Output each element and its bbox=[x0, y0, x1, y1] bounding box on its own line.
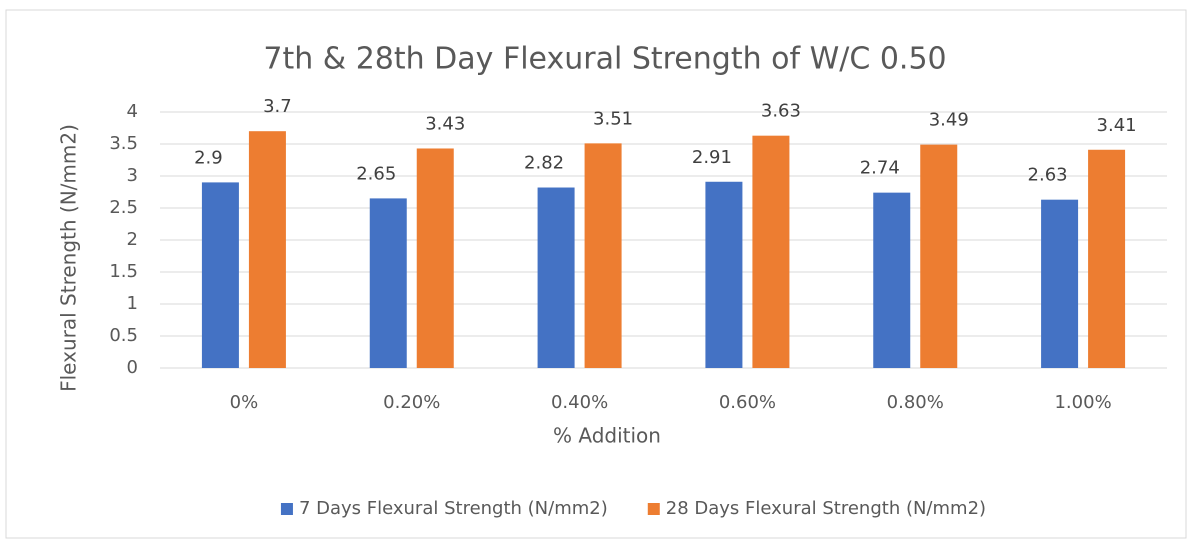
value-label: 3.63 bbox=[761, 101, 801, 122]
y-tick-label: 2 bbox=[127, 229, 138, 250]
value-label: 3.51 bbox=[593, 108, 633, 129]
value-label: 2.65 bbox=[356, 163, 396, 184]
bar bbox=[584, 143, 622, 368]
value-label: 3.7 bbox=[263, 96, 292, 117]
bar bbox=[369, 198, 407, 368]
value-label: 3.43 bbox=[425, 113, 465, 134]
bar bbox=[873, 192, 911, 368]
value-label: 2.63 bbox=[1028, 165, 1068, 186]
y-axis-title: Flexural Strength (N/mm2) bbox=[57, 124, 81, 392]
legend-swatch bbox=[647, 503, 660, 515]
y-tick-label: 0 bbox=[127, 357, 138, 378]
value-label: 3.49 bbox=[929, 110, 969, 131]
x-tick-label: 0% bbox=[230, 392, 259, 413]
value-label: 2.9 bbox=[194, 147, 223, 168]
y-tick-label: 1 bbox=[127, 293, 138, 314]
bar bbox=[705, 181, 743, 368]
y-tick-label: 0.5 bbox=[109, 325, 138, 346]
bar bbox=[537, 187, 575, 368]
bar bbox=[1041, 199, 1079, 368]
value-label: 2.91 bbox=[692, 147, 732, 168]
bar bbox=[920, 144, 958, 368]
y-tick-label: 4 bbox=[127, 101, 138, 122]
x-tick-label: 0.20% bbox=[383, 392, 440, 413]
value-label: 2.82 bbox=[524, 153, 564, 174]
y-tick-label: 3.5 bbox=[109, 133, 138, 154]
bar bbox=[201, 182, 239, 368]
x-tick-label: 0.60% bbox=[719, 392, 776, 413]
x-tick-label: 0.40% bbox=[551, 392, 608, 413]
legend-label: 28 Days Flexural Strength (N/mm2) bbox=[666, 498, 986, 519]
x-tick-label: 1.00% bbox=[1054, 392, 1111, 413]
bar bbox=[248, 131, 286, 368]
value-label: 2.74 bbox=[860, 158, 900, 179]
legend-swatch bbox=[280, 503, 293, 515]
y-tick-label: 1.5 bbox=[109, 261, 138, 282]
chart-title: 7th & 28th Day Flexural Strength of W/C … bbox=[263, 42, 946, 77]
y-tick-label: 2.5 bbox=[109, 197, 138, 218]
bar bbox=[752, 135, 790, 368]
x-axis-title: % Addition bbox=[553, 424, 661, 448]
bar bbox=[1088, 149, 1126, 368]
x-tick-label: 0.80% bbox=[887, 392, 944, 413]
legend-label: 7 Days Flexural Strength (N/mm2) bbox=[299, 498, 608, 519]
y-tick-label: 3 bbox=[127, 165, 138, 186]
value-label: 3.41 bbox=[1097, 115, 1137, 136]
bar bbox=[416, 148, 454, 368]
